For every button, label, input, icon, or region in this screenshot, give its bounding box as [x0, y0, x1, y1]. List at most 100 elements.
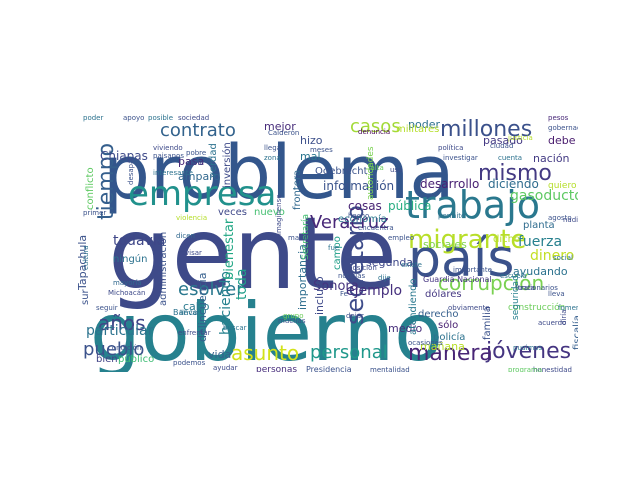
- word-12: tiempo: [94, 143, 119, 220]
- word-144: mentalidad: [370, 366, 410, 372]
- word-94: Calderón: [268, 129, 299, 137]
- word-43: mejor: [264, 120, 296, 133]
- word-160: fue: [328, 244, 339, 252]
- word-149: Fe: [340, 290, 348, 298]
- word-24: todavía: [113, 233, 165, 249]
- word-92: mayoría: [113, 279, 142, 287]
- word-100: empleo: [388, 234, 414, 242]
- word-108: sociedad: [178, 114, 209, 122]
- word-137: ayudar: [213, 364, 238, 372]
- word-152: nadie: [563, 216, 578, 224]
- word-76: frontera: [292, 170, 303, 210]
- word-cloud: gente gobierno problema país trabajo empresa s…: [78, 110, 578, 372]
- word-69: mañana: [420, 340, 465, 353]
- word-32: cosas: [348, 199, 382, 213]
- word-15: personal: [310, 342, 388, 363]
- word-95: denuncia: [358, 128, 390, 136]
- word-140: ocasiones: [408, 339, 443, 347]
- word-14: asunto: [231, 341, 299, 365]
- word-155: obviamente: [448, 304, 490, 312]
- word-88: personas: [256, 365, 297, 372]
- word-118: interesante: [153, 169, 193, 177]
- word-99: pesos: [548, 114, 569, 122]
- word-49: Chiapas: [100, 149, 148, 163]
- word-126: investigar: [443, 154, 478, 162]
- word-47: Tapachula: [78, 235, 89, 291]
- word-5: empresa: [128, 174, 276, 214]
- word-128: existe: [401, 261, 422, 269]
- word-2: problema: [103, 130, 455, 216]
- word-104: escuela: [500, 272, 527, 280]
- word-29: bienestar: [222, 218, 237, 280]
- word-87: quiero: [548, 181, 577, 191]
- word-97: cuenta: [498, 154, 522, 162]
- word-139: cultura: [82, 245, 90, 270]
- word-70: vida: [208, 348, 231, 361]
- word-114: zona: [264, 154, 281, 162]
- word-42: poder: [408, 118, 440, 131]
- word-34: desarrollo: [420, 177, 479, 191]
- word-33: pública: [388, 199, 431, 213]
- word-44: hizo: [300, 134, 323, 147]
- word-145: diría: [560, 309, 568, 325]
- word-20: casos: [350, 116, 401, 137]
- word-123: hecho: [348, 212, 369, 220]
- word-66: familia: [482, 306, 493, 340]
- word-58: planta: [523, 220, 555, 231]
- word-89: Guardia Nacional: [423, 275, 492, 284]
- word-129: seguir: [96, 304, 118, 312]
- word-103: funcionarios: [515, 284, 558, 292]
- word-74: administración: [157, 232, 169, 306]
- word-150: dije: [378, 274, 391, 282]
- word-156: mano: [288, 234, 308, 242]
- word-135: grupo: [283, 312, 303, 320]
- word-101: dicen: [176, 232, 195, 240]
- word-112: pobre: [186, 149, 206, 157]
- word-116: viviendo: [153, 144, 183, 152]
- word-19: contrato: [160, 120, 236, 141]
- word-52: amparo: [178, 170, 220, 183]
- word-79: atendiendo: [408, 278, 419, 335]
- word-131: muchas: [278, 317, 306, 325]
- word-77: inversión: [221, 142, 233, 188]
- word-153: pusimos: [513, 344, 543, 352]
- word-62: dólares: [425, 288, 462, 300]
- word-151: condición: [108, 344, 141, 352]
- word-132: buscar: [223, 324, 247, 332]
- word-125: falta: [368, 164, 384, 172]
- word-107: agosto: [548, 214, 572, 222]
- word-0: gente: [108, 195, 397, 312]
- word-8: millones: [440, 117, 532, 142]
- word-159: trata: [518, 284, 535, 292]
- word-57: campo: [332, 236, 343, 270]
- word-48: conflicto: [85, 167, 96, 210]
- word-10: manera: [408, 341, 493, 366]
- word-61: incluso: [313, 276, 326, 315]
- word-113: darle: [186, 159, 204, 167]
- word-106: programa: [508, 366, 542, 372]
- word-54: veces: [218, 207, 247, 218]
- word-134: enfrentar: [178, 329, 211, 337]
- word-81: ir: [156, 275, 164, 289]
- word-147: ciudad: [490, 142, 513, 150]
- word-142: noticias: [338, 272, 365, 280]
- word-13: mismo: [478, 161, 552, 186]
- word-39: ayudando: [513, 265, 568, 278]
- word-84: Secretaría: [301, 214, 311, 260]
- word-6: secretario: [341, 205, 369, 325]
- word-9: jóvenes: [485, 339, 571, 364]
- word-25: dinero: [530, 248, 574, 264]
- word-122: permite: [438, 212, 465, 220]
- word-78: Odebrecht: [315, 166, 368, 177]
- word-16: años: [98, 311, 146, 335]
- word-120: acuerdo: [538, 319, 566, 327]
- word-41: debe: [548, 134, 576, 147]
- word-64: sólo: [438, 319, 458, 331]
- word-93: Michoacán: [108, 289, 145, 297]
- word-18: esolver: [178, 279, 244, 300]
- word-38: sociales: [423, 238, 467, 251]
- word-86: seguridad: [511, 275, 521, 320]
- word-90: Presidencia: [306, 365, 352, 372]
- word-72: bien: [96, 354, 118, 365]
